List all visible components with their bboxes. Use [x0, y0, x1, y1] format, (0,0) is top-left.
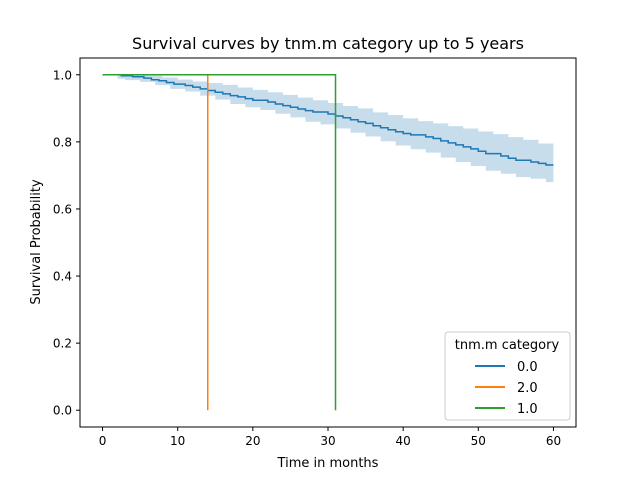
legend-title: tnm.m category [455, 338, 560, 353]
series-lines-layer [102, 74, 554, 411]
chart-title: Survival curves by tnm.m category up to … [132, 34, 524, 53]
x-tick-label: 50 [471, 434, 486, 448]
confidence-band-layer [117, 74, 554, 184]
y-tick-label: 0.0 [53, 404, 72, 418]
y-tick-label: 0.4 [53, 270, 72, 284]
legend-entries: 0.0 2.0 1.0 [475, 360, 538, 417]
legend-label-1-0: 1.0 [517, 402, 538, 417]
y-axis-label: Survival Probability [29, 179, 44, 305]
x-tick-label: 40 [396, 434, 411, 448]
y-tick-label: 0.6 [53, 202, 72, 216]
legend-box [444, 331, 571, 421]
plot-area [102, 74, 554, 411]
y-tick-label: 0.8 [53, 135, 72, 149]
series-line-1-0 [102, 74, 337, 411]
legend-label-0-0: 0.0 [517, 360, 538, 375]
y-axis-ticks: 0.0 0.2 0.4 0.6 0.8 1.0 [53, 68, 80, 418]
confidence-band-0-0 [117, 74, 554, 184]
x-tick-label: 30 [320, 434, 335, 448]
y-tick-label: 1.0 [53, 68, 72, 82]
x-axis-label: Time in months [277, 456, 379, 471]
series-line-2-0 [102, 74, 209, 411]
x-axis-ticks: 0 10 20 30 40 50 60 [99, 427, 561, 448]
x-tick-label: 20 [245, 434, 260, 448]
legend-label-2-0: 2.0 [517, 381, 538, 396]
y-tick-label: 0.2 [53, 337, 72, 351]
x-tick-label: 60 [546, 434, 561, 448]
x-tick-label: 10 [170, 434, 185, 448]
legend: tnm.m category 0.0 2.0 1.0 [444, 331, 571, 421]
x-tick-label: 0 [99, 434, 107, 448]
